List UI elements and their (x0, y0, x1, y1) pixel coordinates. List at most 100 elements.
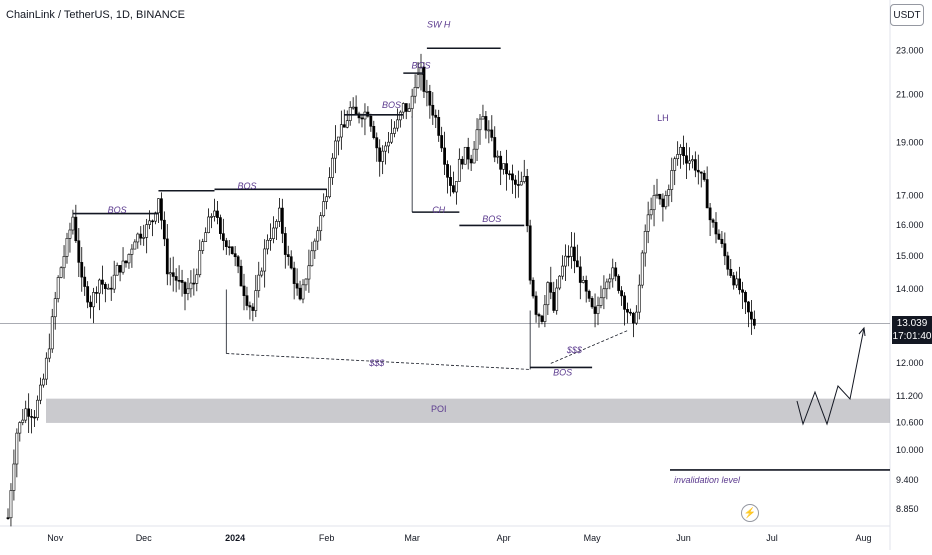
candle-body (295, 283, 299, 289)
y-tick-label-4: 16.000 (896, 220, 924, 230)
candle-body (717, 233, 721, 240)
candle-body (77, 240, 81, 263)
candle-body (443, 147, 447, 165)
candle-body (472, 148, 476, 164)
y-tick-label-0: 23.000 (896, 46, 924, 56)
candle-body (277, 207, 281, 222)
candle-body (207, 216, 211, 233)
candle-body (522, 175, 526, 182)
candle-body (334, 140, 337, 159)
candle-body (322, 201, 326, 216)
candle-body (732, 275, 736, 286)
candle-body (499, 155, 503, 170)
candle-body (661, 198, 665, 208)
candle-body (747, 301, 750, 313)
annotation-label-7: BOS (553, 367, 572, 377)
annotation-label-12: invalidation level (674, 475, 741, 485)
annotation-label-9: $$$ (566, 345, 583, 355)
candle-body (219, 217, 222, 234)
candle-body (245, 295, 249, 306)
candle-body (53, 298, 57, 318)
candle-body (401, 103, 405, 113)
currency-selector-button[interactable]: USDT (890, 4, 924, 26)
candle-body (593, 306, 597, 314)
candle-body (590, 298, 594, 308)
candle-body (24, 408, 28, 421)
candle-body (89, 301, 93, 308)
candle-body (357, 113, 361, 119)
candle-body (80, 262, 84, 278)
candle-body (741, 289, 744, 293)
candle-body (375, 137, 379, 149)
candle-body (50, 316, 54, 350)
liquidity-line-2 (550, 330, 628, 364)
candle-body (151, 220, 154, 223)
candle-body (74, 216, 78, 242)
candle-body (289, 256, 293, 269)
candle-body (307, 265, 311, 280)
candle-body (555, 287, 559, 311)
candle-body (41, 378, 45, 386)
candle-body (168, 272, 172, 275)
candle-body (180, 280, 184, 283)
candle-body (336, 136, 340, 142)
candle-body (419, 66, 423, 75)
candle-body (381, 150, 385, 162)
candle-body (174, 276, 178, 281)
candle-body (493, 137, 497, 158)
candle-body (572, 246, 576, 262)
candle-body (83, 276, 87, 287)
y-tick-label-8: 11.200 (896, 391, 923, 401)
candle-body (339, 124, 343, 138)
candle-body (525, 175, 529, 227)
annotation-label-11: POI (431, 404, 447, 414)
candle-body (407, 108, 411, 112)
candle-body (6, 517, 10, 519)
candle-body (543, 304, 547, 322)
candle-body (516, 184, 520, 186)
candle-body (540, 315, 544, 322)
candle-body (145, 224, 149, 238)
candle-body (224, 240, 228, 247)
y-tick-label-11: 9.400 (896, 475, 919, 485)
candle-body (304, 278, 308, 286)
candle-body (398, 111, 402, 121)
candle-body (584, 279, 588, 292)
candle-body (505, 163, 508, 175)
candle-body (490, 129, 494, 138)
lightning-icon[interactable]: ⚡ (741, 504, 759, 522)
candle-body (319, 215, 323, 232)
candle-body (578, 266, 582, 283)
candle-body (708, 207, 712, 221)
candle-body (266, 239, 270, 250)
candle-body (735, 278, 739, 286)
candle-body (216, 210, 219, 218)
candle-body (139, 233, 143, 239)
candle-body (103, 284, 107, 290)
candle-body (316, 230, 320, 242)
candle-body (236, 256, 240, 267)
candle-body (537, 314, 541, 317)
candle-body (36, 399, 39, 418)
candle-body (328, 177, 331, 198)
candle-body (629, 311, 632, 314)
candle-body (749, 311, 753, 320)
candle-body (643, 231, 647, 254)
candle-body (351, 106, 355, 109)
candle-body (9, 490, 13, 519)
candle-body (242, 285, 246, 296)
x-tick-label-3: Feb (319, 533, 335, 543)
candle-body (434, 114, 438, 118)
candle-body (617, 275, 621, 291)
candle-body (106, 287, 110, 290)
candle-body (65, 238, 69, 257)
candle-body (59, 267, 63, 278)
candle-body (372, 126, 376, 138)
candle-body (348, 107, 352, 121)
y-tick-label-12: 8.850 (896, 504, 919, 514)
candle-body (183, 282, 187, 294)
candle-body (422, 66, 426, 92)
candle-body (614, 267, 618, 277)
